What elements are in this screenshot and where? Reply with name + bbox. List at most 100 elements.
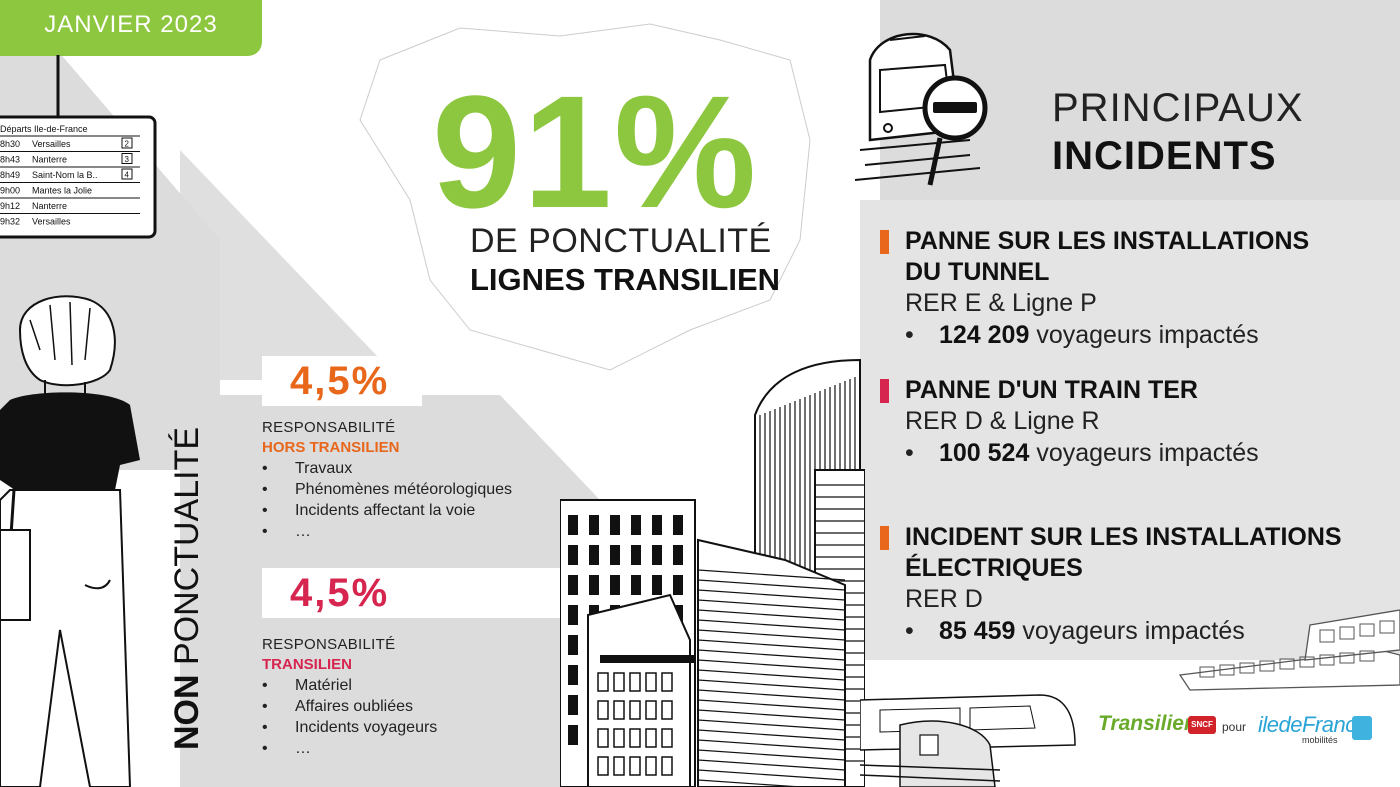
building-window	[631, 575, 641, 595]
incident-title: INCIDENT SUR LES INSTALLATIONS	[905, 523, 1342, 551]
building-floor-line	[697, 629, 846, 641]
train-window	[1319, 629, 1335, 643]
building-window	[568, 665, 578, 685]
cause-text: Matériel	[295, 677, 352, 694]
bullet: •	[262, 719, 268, 736]
building-window	[613, 756, 625, 776]
board-row-time: 8h49	[0, 170, 20, 180]
board-header: Départs Ile-de-France	[0, 124, 88, 134]
train-window	[1339, 626, 1355, 640]
building-window	[673, 545, 683, 565]
building-window	[597, 756, 609, 776]
responsibility-heading: RESPONSABILITÉ	[262, 636, 396, 653]
internal-percent-box: 4,5%	[262, 568, 562, 618]
list-item: • Affaires oubliées	[262, 696, 562, 717]
board-row-destination: Nanterre	[32, 155, 67, 165]
building-window	[631, 515, 641, 535]
building-floor-line	[697, 759, 846, 771]
building-window	[661, 672, 673, 692]
building-floor-line	[697, 769, 846, 781]
incident-title: PANNE D'UN TRAIN TER	[905, 376, 1198, 404]
building-window	[568, 605, 578, 625]
bullet: •	[262, 698, 268, 715]
transilien-logo: Transilien	[1098, 712, 1197, 735]
non-label: NON	[168, 674, 206, 750]
impact-suffix: voyageurs impactés	[1029, 439, 1259, 467]
incident-impact: • 124 209 voyageurs impactés	[905, 319, 1383, 351]
building-window	[629, 700, 641, 720]
building-floor-line	[697, 749, 846, 761]
building-window	[568, 695, 578, 715]
non-punctuality-label: NON PONCTUALITÉ	[168, 427, 207, 750]
internal-percent: 4,5%	[290, 571, 390, 615]
building-floor-line	[697, 739, 846, 751]
list-item: • Matériel	[262, 675, 562, 696]
building-window	[645, 672, 657, 692]
building-window	[610, 515, 620, 535]
train-window	[1199, 666, 1215, 678]
building-window	[645, 700, 657, 720]
building-window	[661, 756, 673, 776]
building-window	[673, 515, 683, 535]
impact-count: 85 459	[939, 617, 1016, 645]
train-window	[1359, 650, 1375, 662]
bullet: •	[262, 502, 268, 519]
building-window	[610, 545, 620, 565]
board-row-destination: Nanterre	[32, 201, 67, 211]
list-item: • Travaux	[262, 458, 562, 479]
building-window	[629, 672, 641, 692]
bullet: •	[262, 460, 268, 477]
accessibility-icon	[1352, 716, 1372, 740]
building-window	[568, 635, 578, 655]
building-window	[661, 700, 673, 720]
idf-mobilites-logo: iledeFrance	[1258, 712, 1368, 737]
list-item: • Phénomènes météorologiques	[262, 479, 562, 500]
bullet: •	[262, 677, 268, 694]
cause-text: Incidents voyageurs	[295, 719, 438, 736]
departure-board-illustration: Départs Ile-de-France 8h30 Versailles 2 8h43…	[0, 55, 157, 239]
building-floor-line	[697, 709, 846, 721]
incident-title: PANNE SUR LES INSTALLATIONS	[905, 227, 1310, 255]
building-floor-line	[697, 679, 846, 691]
building-floor-line	[697, 579, 846, 591]
cause-list: • Travaux • Phénomènes météorologiques • In…	[262, 458, 562, 542]
building-floor-line	[697, 699, 846, 711]
bullet: •	[262, 740, 268, 757]
train-window	[1239, 662, 1255, 674]
incident-item: PANNE SUR LES INSTALLATIONS DU TUNNEL RE…	[878, 226, 1383, 351]
building-floor-line	[697, 649, 846, 661]
building-window	[629, 728, 641, 748]
incidents-title-line1: PRINCIPAUX	[1052, 86, 1304, 130]
list-item: •…	[262, 738, 562, 759]
bullet: •	[905, 321, 914, 349]
building-window	[613, 672, 625, 692]
building-floor-line	[697, 729, 846, 741]
building-floor-line	[697, 619, 846, 631]
board-row-time: 8h43	[0, 155, 20, 165]
incident-item: INCIDENT SUR LES INSTALLATIONS ÉLECTRIQU…	[878, 522, 1383, 647]
external-percent-box: 4,5%	[262, 356, 422, 406]
board-row-track: 3	[125, 155, 130, 164]
train-illustration	[860, 609, 1400, 787]
cause-text: …	[295, 523, 311, 540]
incident-marker	[880, 230, 889, 254]
impact-count: 124 209	[939, 321, 1030, 349]
bullet: •	[905, 617, 914, 645]
cause-text: Incidents affectant la voie	[295, 502, 476, 519]
building-window	[645, 728, 657, 748]
board-row-track: 2	[125, 140, 130, 149]
building-window	[613, 728, 625, 748]
sncf-logo: SNCF	[1188, 716, 1216, 734]
cause-text: …	[295, 740, 311, 757]
board-row-track: 4	[125, 171, 130, 180]
list-item: • Incidents affectant la voie	[262, 500, 562, 521]
responsibility-heading: RESPONSABILITÉ	[262, 419, 396, 436]
impact-count: 100 524	[939, 439, 1030, 467]
building-window	[568, 725, 578, 745]
incident-lines: RER D	[905, 585, 983, 613]
train-window	[1379, 620, 1395, 634]
impact-suffix: voyageurs impactés	[1029, 321, 1259, 349]
building-floor-line	[697, 669, 846, 681]
impact-suffix: voyageurs impactés	[1015, 617, 1245, 645]
incident-title: ÉLECTRIQUES	[905, 554, 1083, 582]
